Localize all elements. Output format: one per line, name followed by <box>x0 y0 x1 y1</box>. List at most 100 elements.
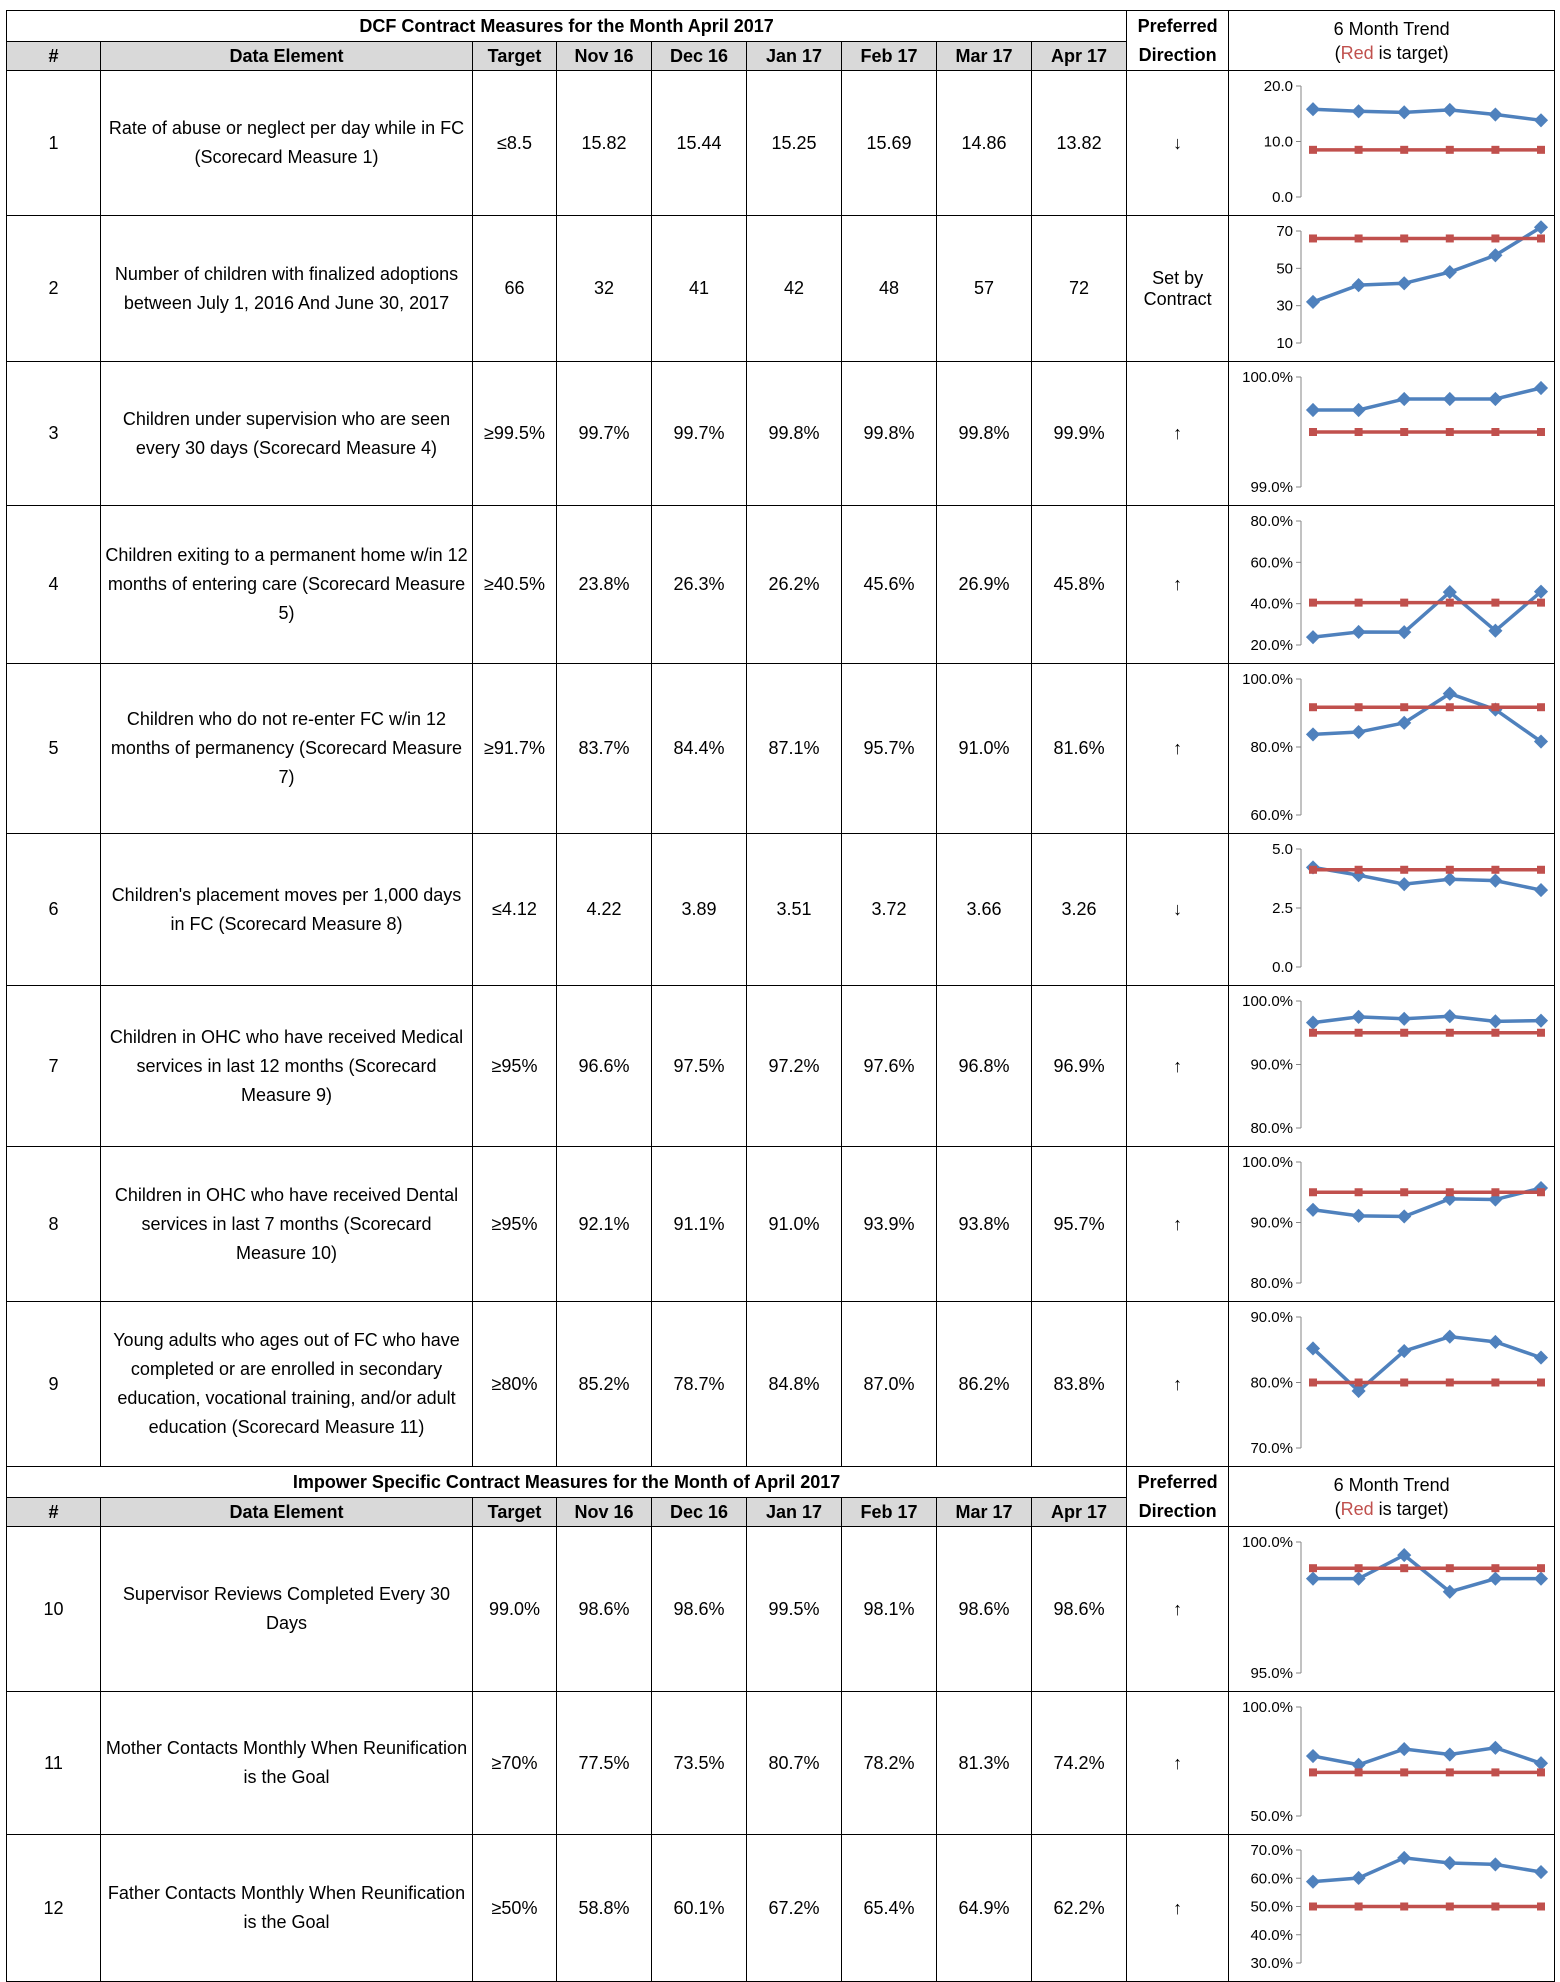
actual-point <box>1397 1741 1412 1756</box>
month-value: 92.1% <box>556 1146 652 1302</box>
trend-chart: 100.0% 90.0% 80.0% <box>1242 993 1549 1137</box>
row-number: 6 <box>6 833 101 986</box>
y-tick-label: 50.0% <box>1251 1808 1294 1825</box>
actual-point <box>1488 1740 1503 1755</box>
trend-rest: is target) <box>1373 42 1449 63</box>
month-value: 98.6% <box>936 1526 1032 1692</box>
target-point <box>1491 702 1500 711</box>
target-value: 99.0% <box>472 1526 557 1692</box>
month-value: 81.6% <box>1030 663 1128 834</box>
trend-cell: 100.0% 90.0% 80.0% <box>1228 1146 1556 1302</box>
actual-point <box>1306 1571 1321 1586</box>
actual-point <box>1534 112 1549 127</box>
actual-point <box>1442 1746 1457 1762</box>
section-title: DCF Contract Measures for the Month Apri… <box>5 10 1128 42</box>
trend-cell: 100.0% 50.0% <box>1228 1691 1556 1835</box>
actual-point <box>1397 876 1412 891</box>
actual-point <box>1488 1571 1503 1586</box>
column-header: Feb 17 <box>841 41 937 71</box>
actual-series-line <box>1312 1185 1542 1218</box>
month-value: 72 <box>1030 215 1128 362</box>
month-value: 99.7% <box>556 361 652 506</box>
month-value: 95.7% <box>1030 1146 1128 1302</box>
y-tick-label: 90.0% <box>1251 1309 1294 1326</box>
target-point <box>1445 702 1454 711</box>
y-tick-label: 80.0% <box>1251 1374 1294 1391</box>
y-tick-label: 40.0% <box>1251 1926 1294 1943</box>
preferred-direction: ↑ <box>1126 1301 1230 1467</box>
month-value: 45.8% <box>1030 505 1128 664</box>
trend-cell: 20.0 10.0 0.0 <box>1228 70 1556 216</box>
actual-point <box>1351 1208 1366 1223</box>
target-point <box>1537 702 1546 711</box>
actual-series-line <box>1313 1552 1542 1594</box>
table-row: 7 Children in OHC who have received Medic… <box>6 985 1556 1147</box>
trend-header: 6 Month Trend (Red is target) <box>1228 10 1556 71</box>
trend-chart: 80.0% 60.0% 40.0% 20.0% <box>1251 513 1549 654</box>
month-value: 86.2% <box>936 1301 1032 1467</box>
column-header: Data Element <box>100 1497 473 1527</box>
actual-point <box>1442 264 1457 279</box>
trend-subtitle: (Red is target) <box>1233 1497 1550 1521</box>
preferred-direction: ↓ <box>1126 70 1230 216</box>
target-point <box>1491 233 1500 242</box>
actual-point <box>1534 1571 1549 1586</box>
y-tick-label: 30.0% <box>1251 1955 1294 1972</box>
month-value: 15.69 <box>841 70 937 216</box>
row-number: 11 <box>6 1691 101 1835</box>
actual-point <box>1397 1850 1412 1865</box>
trend-red-word: Red <box>1340 1498 1374 1519</box>
trend-chart: 70 50 30 10 <box>1276 219 1549 352</box>
actual-point <box>1306 629 1321 644</box>
table-row: 2 Number of children with finalized adopt… <box>6 215 1556 362</box>
trend-rest: is target) <box>1373 1498 1449 1519</box>
month-value: 99.8% <box>841 361 937 506</box>
trend-cell: 100.0% 99.0% <box>1228 361 1556 506</box>
trend-cell: 100.0% 95.0% <box>1228 1526 1556 1692</box>
target-point <box>1491 427 1500 436</box>
section-title-row: DCF Contract Measures for the Month Apri… <box>5 10 1556 71</box>
row-number: 2 <box>6 215 101 362</box>
target-point <box>1491 1378 1500 1386</box>
month-value: 15.44 <box>651 70 747 216</box>
column-header: Nov 16 <box>556 1497 652 1527</box>
target-point <box>1445 598 1454 607</box>
target-point <box>1445 1563 1454 1572</box>
month-value: 99.9% <box>1030 361 1128 506</box>
trend-open: ( <box>1334 42 1341 63</box>
target-point <box>1491 1028 1500 1037</box>
preferred-direction: ↑ <box>1126 361 1230 506</box>
table-row: 12 Father Contacts Monthly When Reunifica… <box>6 1834 1556 1982</box>
measures-table: DCF Contract Measures for the Month Apri… <box>5 10 1556 1982</box>
month-value: 78.2% <box>841 1691 937 1835</box>
table-row: 3 Children under supervision who are seen… <box>6 361 1556 506</box>
table-row: 8 Children in OHC who have received Denta… <box>6 1146 1556 1302</box>
row-number: 12 <box>6 1834 101 1982</box>
actual-point <box>1397 1011 1412 1026</box>
month-value: 64.9% <box>936 1834 1032 1982</box>
trend-cell: 70.0% 60.0% 50.0% 40.0% 30.0% <box>1228 1834 1556 1982</box>
target-value: ≥99.5% <box>472 361 557 506</box>
table-row: 1 Rate of abuse or neglect per day while … <box>6 70 1556 216</box>
target-point <box>1309 1563 1318 1572</box>
trend-chart: 100.0% 80.0% 60.0% <box>1242 671 1549 824</box>
actual-point <box>1397 391 1412 406</box>
target-point <box>1537 1767 1546 1776</box>
month-value: 62.2% <box>1030 1834 1128 1982</box>
month-value: 78.7% <box>651 1301 747 1467</box>
month-value: 83.7% <box>556 663 652 834</box>
actual-point <box>1351 1870 1366 1885</box>
target-point <box>1309 233 1318 242</box>
data-element: Children in OHC who have received Medica… <box>100 985 473 1147</box>
month-value: 77.5% <box>556 1691 652 1835</box>
actual-point <box>1442 871 1457 886</box>
actual-point <box>1488 1013 1503 1028</box>
column-header: Dec 16 <box>651 41 747 71</box>
target-point <box>1354 702 1363 711</box>
section-title-row: Impower Specific Contract Measures for t… <box>5 1466 1556 1527</box>
trend-cell: 70 50 30 10 <box>1228 215 1556 362</box>
preferred-label: Preferred <box>1137 1471 1218 1492</box>
row-number: 5 <box>6 663 101 834</box>
actual-point <box>1442 391 1457 406</box>
table-row: 4 Children exiting to a permanent home w/… <box>6 505 1556 664</box>
